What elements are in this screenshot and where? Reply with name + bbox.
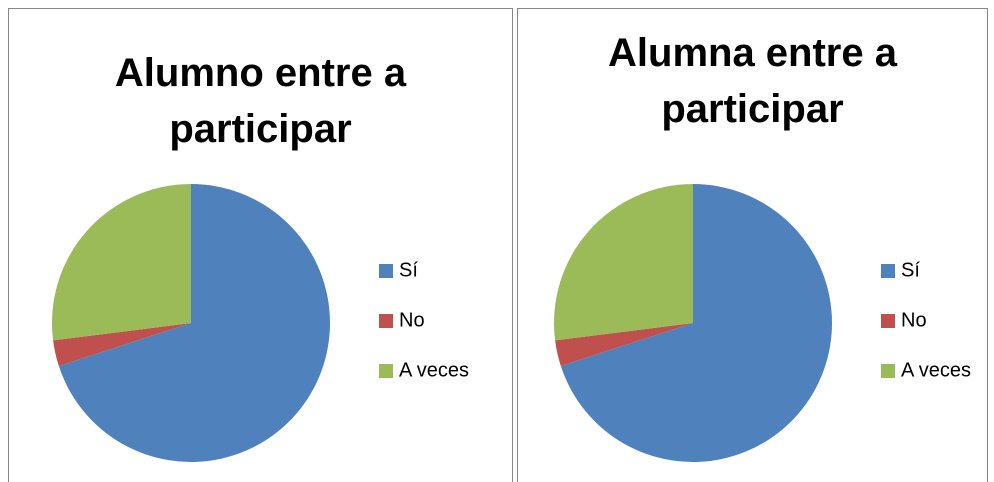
legend-label: A veces — [399, 359, 469, 381]
legend-label: A veces — [901, 359, 971, 381]
pie-slice — [560, 184, 832, 462]
pie-slice — [554, 184, 693, 341]
legend-swatch — [881, 364, 895, 378]
chart-panel: Alumno entre a participar Sí No A veces — [8, 8, 513, 482]
legend-swatch — [379, 364, 393, 378]
pie-slice — [51, 184, 191, 341]
chart: Sí No A veces — [51, 184, 469, 462]
legend-swatch — [379, 314, 393, 328]
chart-title: Alumna entre a participar — [608, 31, 897, 131]
pie-slice — [555, 323, 693, 366]
legend-label: No — [901, 309, 927, 331]
pie-slice — [53, 323, 192, 366]
chart-title: Alumno entre a participar — [114, 51, 407, 151]
legend-label: Sí — [399, 259, 418, 281]
pie-slice — [58, 184, 331, 462]
legend-swatch — [881, 264, 895, 278]
legend-swatch — [379, 264, 393, 278]
chart: Sí No A veces — [554, 184, 971, 462]
chart-panel: Alumna entre a participar Sí No A veces — [517, 8, 988, 482]
legend-swatch — [881, 314, 895, 328]
legend-label: No — [399, 309, 425, 331]
legend-label: Sí — [901, 259, 920, 281]
